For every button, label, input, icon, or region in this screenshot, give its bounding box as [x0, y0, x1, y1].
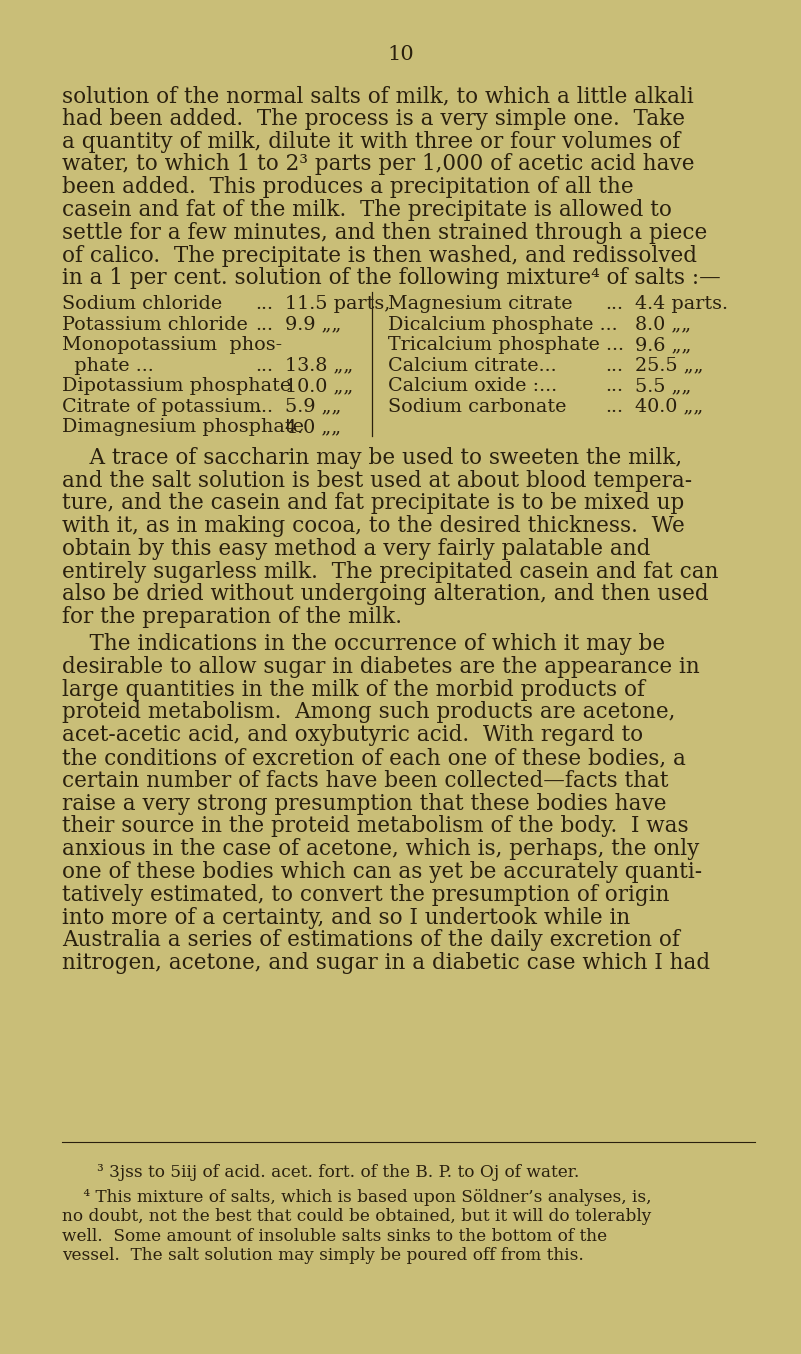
Text: 9.6 „„: 9.6 „„ [635, 336, 691, 355]
Text: 5.9 „„: 5.9 „„ [285, 398, 341, 416]
Text: ...: ... [605, 295, 623, 313]
Text: solution of the normal salts of milk, to which a little alkali: solution of the normal salts of milk, to… [62, 85, 694, 107]
Text: Dipotassium phosphate: Dipotassium phosphate [62, 378, 292, 395]
Text: ture, and the casein and fat precipitate is to be mixed up: ture, and the casein and fat precipitate… [62, 493, 684, 515]
Text: ...: ... [255, 295, 273, 313]
Text: ...: ... [605, 356, 623, 375]
Text: for the preparation of the milk.: for the preparation of the milk. [62, 607, 402, 628]
Text: Monopotassium  phos-: Monopotassium phos- [62, 336, 282, 355]
Text: Calcium citrate...: Calcium citrate... [388, 356, 557, 375]
Text: 10: 10 [387, 45, 414, 64]
Text: entirely sugarless milk.  The precipitated casein and fat can: entirely sugarless milk. The precipitate… [62, 561, 718, 582]
Text: 9.9 „„: 9.9 „„ [285, 315, 341, 333]
Text: one of these bodies which can as yet be accurately quanti-: one of these bodies which can as yet be … [62, 861, 702, 883]
Text: had been added.  The process is a very simple one.  Take: had been added. The process is a very si… [62, 108, 685, 130]
Text: in a 1 per cent. solution of the following mixture⁴ of salts :—: in a 1 per cent. solution of the followi… [62, 267, 721, 290]
Text: Sodium carbonate: Sodium carbonate [388, 398, 566, 416]
Text: their source in the proteid metabolism of the body.  I was: their source in the proteid metabolism o… [62, 815, 689, 838]
Text: 4.0 „„: 4.0 „„ [285, 418, 341, 436]
Text: tatively estimated, to convert the presumption of origin: tatively estimated, to convert the presu… [62, 884, 670, 906]
Text: settle for a few minutes, and then strained through a piece: settle for a few minutes, and then strai… [62, 222, 707, 244]
Text: 40.0 „„: 40.0 „„ [635, 398, 703, 416]
Text: 13.8 „„: 13.8 „„ [285, 356, 353, 375]
Text: 4.4 parts.: 4.4 parts. [635, 295, 728, 313]
Text: water, to which 1 to 2³ parts per 1,000 of acetic acid have: water, to which 1 to 2³ parts per 1,000 … [62, 153, 694, 176]
Text: 25.5 „„: 25.5 „„ [635, 356, 703, 375]
Text: casein and fat of the milk.  The precipitate is allowed to: casein and fat of the milk. The precipit… [62, 199, 672, 221]
Text: desirable to allow sugar in diabetes are the appearance in: desirable to allow sugar in diabetes are… [62, 655, 700, 678]
Text: Sodium chloride: Sodium chloride [62, 295, 222, 313]
Text: of calico.  The precipitate is then washed, and redissolved: of calico. The precipitate is then washe… [62, 245, 697, 267]
Text: vessel.  The salt solution may simply be poured off from this.: vessel. The salt solution may simply be … [62, 1247, 584, 1265]
Text: Calcium oxide :...: Calcium oxide :... [388, 378, 557, 395]
Text: acet-acetic acid, and oxybutyric acid.  With regard to: acet-acetic acid, and oxybutyric acid. W… [62, 724, 643, 746]
Text: ...: ... [605, 378, 623, 395]
Text: Magnesium citrate: Magnesium citrate [388, 295, 573, 313]
Text: ...: ... [255, 356, 273, 375]
Text: 8.0 „„: 8.0 „„ [635, 315, 691, 333]
Text: certain number of facts have been collected—facts that: certain number of facts have been collec… [62, 770, 669, 792]
Text: with it, as in making cocoa, to the desired thickness.  We: with it, as in making cocoa, to the desi… [62, 515, 685, 538]
Text: ...: ... [605, 398, 623, 416]
Text: well.  Some amount of insoluble salts sinks to the bottom of the: well. Some amount of insoluble salts sin… [62, 1228, 607, 1244]
Text: raise a very strong presumption that these bodies have: raise a very strong presumption that the… [62, 792, 666, 815]
Text: Potassium chloride: Potassium chloride [62, 315, 248, 333]
Text: ...: ... [255, 398, 273, 416]
Text: ³ 3jss to 5iij of acid. acet. fort. of the B. P. to Oj of water.: ³ 3jss to 5iij of acid. acet. fort. of t… [97, 1164, 579, 1181]
Text: also be dried without undergoing alteration, and then used: also be dried without undergoing alterat… [62, 584, 709, 605]
Text: 11.5 parts,: 11.5 parts, [285, 295, 390, 313]
Text: The indications in the occurrence of which it may be: The indications in the occurrence of whi… [62, 634, 665, 655]
Text: Australia a series of estimations of the daily excretion of: Australia a series of estimations of the… [62, 929, 680, 952]
Text: Dimagnesium phosphate: Dimagnesium phosphate [62, 418, 304, 436]
Text: and the salt solution is best used at about blood tempera-: and the salt solution is best used at ab… [62, 470, 692, 492]
Text: large quantities in the milk of the morbid products of: large quantities in the milk of the morb… [62, 678, 645, 701]
Text: Citrate of potassium: Citrate of potassium [62, 398, 261, 416]
Text: a quantity of milk, dilute it with three or four volumes of: a quantity of milk, dilute it with three… [62, 130, 680, 153]
Text: nitrogen, acetone, and sugar in a diabetic case which I had: nitrogen, acetone, and sugar in a diabet… [62, 952, 710, 975]
Text: 10.0 „„: 10.0 „„ [285, 378, 353, 395]
Text: the conditions of excretion of each one of these bodies, a: the conditions of excretion of each one … [62, 747, 686, 769]
Text: no doubt, not the best that could be obtained, but it will do tolerably: no doubt, not the best that could be obt… [62, 1208, 651, 1225]
Text: A trace of saccharin may be used to sweeten the milk,: A trace of saccharin may be used to swee… [62, 447, 682, 468]
Text: 5.5 „„: 5.5 „„ [635, 378, 691, 395]
Text: phate ...: phate ... [62, 356, 154, 375]
Text: been added.  This produces a precipitation of all the: been added. This produces a precipitatio… [62, 176, 634, 198]
Text: proteid metabolism.  Among such products are acetone,: proteid metabolism. Among such products … [62, 701, 675, 723]
Text: anxious in the case of acetone, which is, perhaps, the only: anxious in the case of acetone, which is… [62, 838, 699, 860]
Text: ⁴ This mixture of salts, which is based upon Söldner’s analyses, is,: ⁴ This mixture of salts, which is based … [62, 1189, 651, 1205]
Text: ...: ... [255, 315, 273, 333]
Text: into more of a certainty, and so I undertook while in: into more of a certainty, and so I under… [62, 907, 630, 929]
Text: Tricalcium phosphate ...: Tricalcium phosphate ... [388, 336, 624, 355]
Text: Dicalcium phosphate ...: Dicalcium phosphate ... [388, 315, 618, 333]
Text: obtain by this easy method a very fairly palatable and: obtain by this easy method a very fairly… [62, 538, 650, 561]
